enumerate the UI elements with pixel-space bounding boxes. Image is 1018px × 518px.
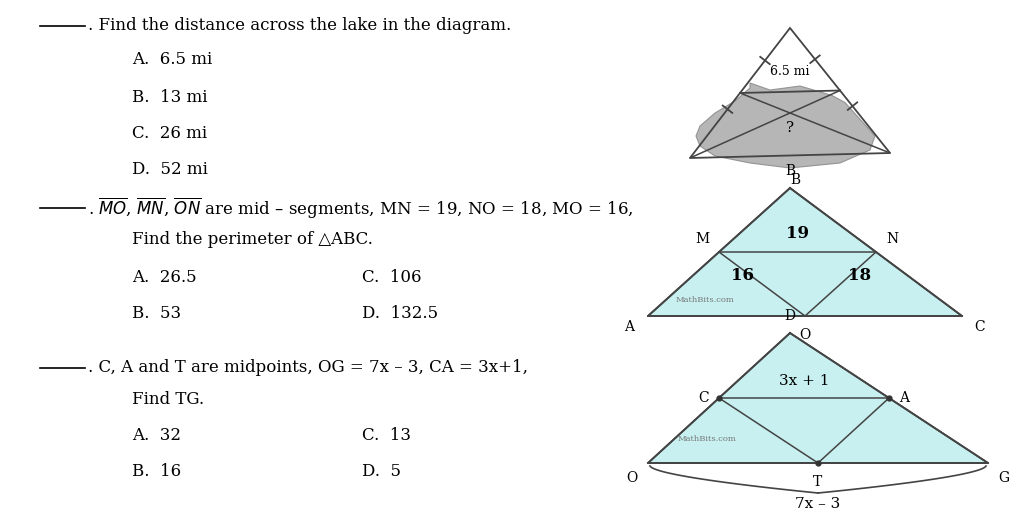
Polygon shape [648, 188, 962, 316]
Text: 3x + 1: 3x + 1 [779, 374, 830, 388]
Text: D.  52 mi: D. 52 mi [132, 161, 208, 178]
Text: B.  53: B. 53 [132, 306, 181, 323]
Text: B.  16: B. 16 [132, 463, 181, 480]
Text: C.  13: C. 13 [362, 426, 411, 443]
Text: . $\overline{MO}$, $\overline{MN}$, $\overline{ON}$ are mid – segments, MN = 19,: . $\overline{MO}$, $\overline{MN}$, $\ov… [88, 195, 633, 221]
Text: C: C [974, 320, 984, 334]
Text: 16: 16 [731, 267, 754, 284]
Text: A: A [899, 391, 909, 405]
Text: A.  6.5 mi: A. 6.5 mi [132, 51, 212, 68]
Text: C: C [698, 391, 709, 405]
Text: B: B [785, 164, 795, 178]
Text: B.  13 mi: B. 13 mi [132, 89, 208, 106]
Text: A.  32: A. 32 [132, 426, 181, 443]
Text: MathBits.com: MathBits.com [678, 435, 737, 443]
Text: A: A [624, 320, 634, 334]
Text: 18: 18 [848, 267, 871, 284]
Text: ?: ? [786, 121, 794, 135]
Text: C.  106: C. 106 [362, 269, 421, 286]
Text: G: G [998, 471, 1009, 485]
Text: 19: 19 [786, 225, 809, 242]
Text: B: B [790, 174, 800, 188]
Text: MathBits.com: MathBits.com [676, 296, 735, 304]
Text: C.  26 mi: C. 26 mi [132, 124, 207, 141]
Text: 7x – 3: 7x – 3 [795, 497, 841, 511]
Text: N: N [886, 232, 898, 246]
Text: M: M [695, 232, 709, 246]
Text: O: O [799, 328, 810, 342]
Text: O: O [627, 471, 638, 485]
Text: 6.5 mi: 6.5 mi [771, 65, 809, 78]
Polygon shape [648, 333, 988, 463]
Text: . C, A and T are midpoints, OG = 7x – 3, CA = 3x+1,: . C, A and T are midpoints, OG = 7x – 3,… [88, 359, 528, 377]
Text: . Find the distance across the lake in the diagram.: . Find the distance across the lake in t… [88, 18, 511, 35]
Text: D.  132.5: D. 132.5 [362, 306, 438, 323]
Text: Find the perimeter of △ABC.: Find the perimeter of △ABC. [132, 232, 373, 249]
Text: D: D [785, 309, 795, 323]
Text: A.  26.5: A. 26.5 [132, 269, 196, 286]
Text: Find TG.: Find TG. [132, 392, 205, 409]
Polygon shape [696, 83, 875, 168]
Text: D.  5: D. 5 [362, 463, 401, 480]
Text: T: T [813, 475, 823, 489]
